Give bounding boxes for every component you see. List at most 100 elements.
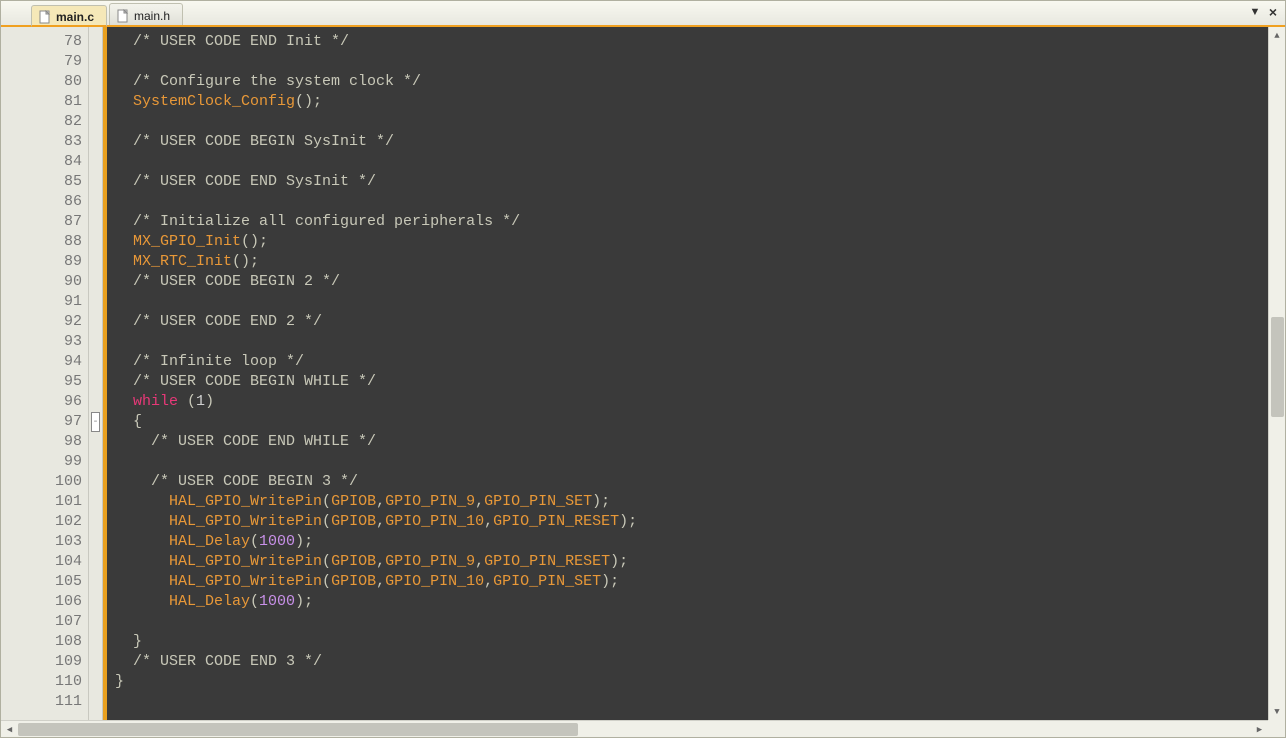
tabs-dropdown-icon[interactable]: ▼ [1247, 4, 1263, 20]
code-line[interactable]: /* USER CODE END 3 */ [115, 652, 1285, 672]
token-ident [115, 313, 133, 330]
line-number: 97 [1, 412, 88, 432]
code-line[interactable]: SystemClock_Config(); [115, 92, 1285, 112]
scroll-left-icon[interactable]: ◀ [1, 721, 18, 737]
code-line[interactable]: MX_GPIO_Init(); [115, 232, 1285, 252]
code-line[interactable] [115, 692, 1285, 712]
code-line[interactable]: HAL_GPIO_WritePin(GPIOB,GPIO_PIN_10,GPIO… [115, 512, 1285, 532]
code-line[interactable]: /* USER CODE BEGIN SysInit */ [115, 132, 1285, 152]
code-line[interactable]: /* USER CODE END SysInit */ [115, 172, 1285, 192]
fold-slot [89, 272, 102, 292]
line-number: 78 [1, 32, 88, 52]
scroll-right-icon[interactable]: ▶ [1251, 721, 1268, 737]
code-line[interactable]: } [115, 672, 1285, 692]
token-ident [115, 533, 169, 550]
line-number: 108 [1, 632, 88, 652]
fold-slot [89, 312, 102, 332]
fold-slot [89, 292, 102, 312]
fold-slot [89, 112, 102, 132]
code-line[interactable]: { [115, 412, 1285, 432]
code-line[interactable]: /* USER CODE END WHILE */ [115, 432, 1285, 452]
fold-margin[interactable]: - [89, 27, 103, 737]
fold-slot [89, 492, 102, 512]
token-func: HAL_GPIO_WritePin [169, 513, 322, 530]
token-ident [115, 73, 133, 90]
token-comment: /* USER CODE BEGIN WHILE */ [133, 373, 376, 390]
code-line[interactable] [115, 612, 1285, 632]
code-line[interactable]: } [115, 632, 1285, 652]
token-paren: , [484, 513, 493, 530]
tab-main-h[interactable]: main.h [109, 3, 183, 25]
fold-slot [89, 32, 102, 52]
tab-main-c[interactable]: main.c [31, 5, 107, 27]
token-ident [115, 473, 151, 490]
code-line[interactable] [115, 292, 1285, 312]
code-text-area[interactable]: /* USER CODE END Init */ /* Configure th… [107, 27, 1285, 737]
token-paren: , [475, 493, 484, 510]
fold-slot: - [89, 412, 102, 432]
token-paren: , [376, 513, 385, 530]
fold-slot [89, 512, 102, 532]
scroll-up-icon[interactable]: ▲ [1269, 27, 1285, 44]
code-line[interactable] [115, 112, 1285, 132]
line-number: 109 [1, 652, 88, 672]
horizontal-scrollbar[interactable]: ◀ ▶ [1, 720, 1268, 737]
token-ident [115, 493, 169, 510]
code-line[interactable]: /* Initialize all configured peripherals… [115, 212, 1285, 232]
code-line[interactable]: /* Infinite loop */ [115, 352, 1285, 372]
token-paren: } [115, 633, 142, 650]
code-line[interactable]: while (1) [115, 392, 1285, 412]
code-line[interactable]: /* USER CODE END 2 */ [115, 312, 1285, 332]
token-ident [115, 373, 133, 390]
line-number: 100 [1, 472, 88, 492]
code-line[interactable]: HAL_GPIO_WritePin(GPIOB,GPIO_PIN_9,GPIO_… [115, 492, 1285, 512]
vertical-scrollbar[interactable]: ▲ ▼ [1268, 27, 1285, 720]
fold-slot [89, 352, 102, 372]
code-line[interactable]: HAL_GPIO_WritePin(GPIOB,GPIO_PIN_9,GPIO_… [115, 552, 1285, 572]
token-paren: , [475, 553, 484, 570]
token-comment: /* USER CODE END 2 */ [133, 313, 322, 330]
token-comment: /* USER CODE BEGIN SysInit */ [133, 133, 394, 150]
token-paren: , [484, 573, 493, 590]
line-number: 86 [1, 192, 88, 212]
token-ident [115, 173, 133, 190]
fold-slot [89, 252, 102, 272]
fold-slot [89, 212, 102, 232]
vertical-scroll-thumb[interactable] [1271, 317, 1284, 417]
file-icon [116, 9, 130, 23]
code-line[interactable]: /* Configure the system clock */ [115, 72, 1285, 92]
token-func: HAL_GPIO_WritePin [169, 553, 322, 570]
code-line[interactable]: HAL_Delay(1000); [115, 592, 1285, 612]
code-line[interactable]: HAL_Delay(1000); [115, 532, 1285, 552]
token-func: SystemClock_Config [133, 93, 295, 110]
line-number-gutter: 7879808182838485868788899091929394959697… [1, 27, 89, 737]
code-line[interactable] [115, 152, 1285, 172]
line-number: 79 [1, 52, 88, 72]
code-line[interactable] [115, 332, 1285, 352]
fold-toggle-icon[interactable]: - [91, 412, 100, 432]
code-line[interactable]: HAL_GPIO_WritePin(GPIOB,GPIO_PIN_10,GPIO… [115, 572, 1285, 592]
code-line[interactable]: /* USER CODE BEGIN 2 */ [115, 272, 1285, 292]
code-line[interactable] [115, 192, 1285, 212]
code-line[interactable]: /* USER CODE BEGIN 3 */ [115, 472, 1285, 492]
token-func: HAL_Delay [169, 593, 250, 610]
line-number: 104 [1, 552, 88, 572]
token-comment: /* Configure the system clock */ [133, 73, 421, 90]
close-tab-icon[interactable]: × [1265, 4, 1281, 20]
fold-slot [89, 692, 102, 712]
token-paren: ( [322, 513, 331, 530]
token-ident [115, 393, 133, 410]
code-line[interactable]: /* USER CODE BEGIN WHILE */ [115, 372, 1285, 392]
code-line[interactable] [115, 52, 1285, 72]
line-number: 82 [1, 112, 88, 132]
horizontal-scroll-thumb[interactable] [18, 723, 578, 736]
token-ident [115, 93, 133, 110]
token-paren: ); [295, 593, 313, 610]
editor-frame: main.cmain.h ▼ × 78798081828384858687888… [0, 0, 1286, 738]
line-number: 93 [1, 332, 88, 352]
code-line[interactable]: MX_RTC_Init(); [115, 252, 1285, 272]
code-line[interactable]: /* USER CODE END Init */ [115, 32, 1285, 52]
scroll-down-icon[interactable]: ▼ [1269, 703, 1285, 720]
tab-bar: main.cmain.h ▼ × [1, 1, 1285, 27]
code-line[interactable] [115, 452, 1285, 472]
